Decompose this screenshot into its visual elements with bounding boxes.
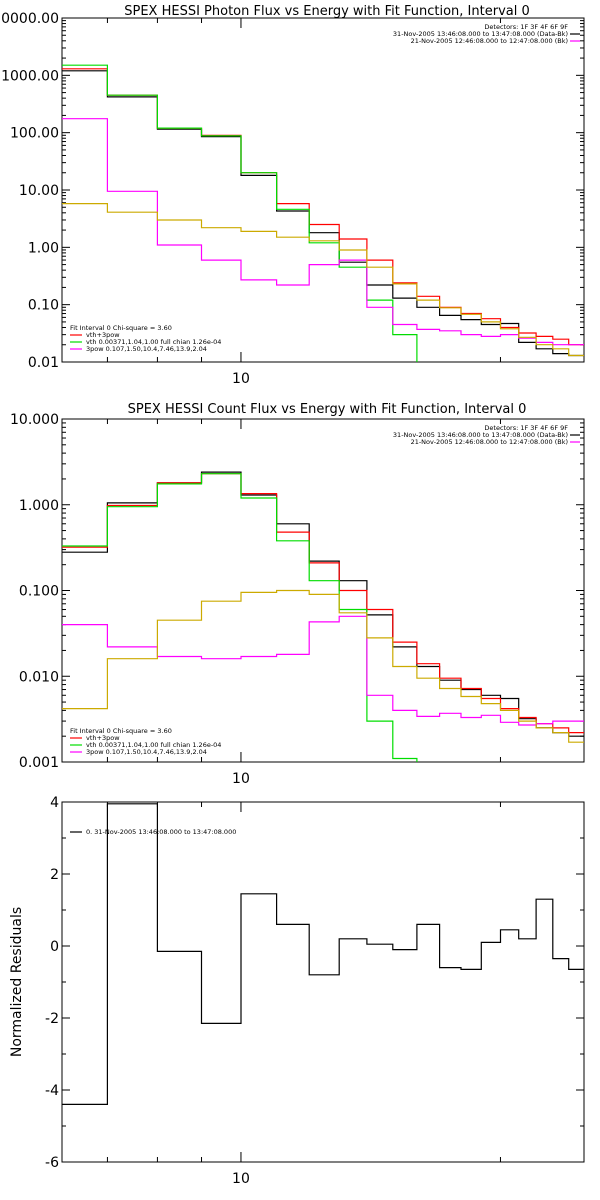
photon-y-tick-label: 1000.00: [1, 68, 59, 84]
residuals-y-tick-label: -4: [45, 1083, 59, 1099]
count-flux-title: SPEX HESSI Count Flux vs Energy with Fit…: [128, 402, 527, 417]
residuals-plot: 4 2 0 -2 -4 -6 10 0. 31-Nov-2005 13:46:08.000 t…: [45, 795, 584, 1187]
count-series-3-line: [62, 615, 584, 726]
photon-header-line: 31-Nov-2005 13:46:08.000 to 13:47:08.000…: [393, 30, 568, 38]
count-y-tick-label: 0.001: [19, 755, 59, 771]
residuals-y-tick-label: -2: [45, 1011, 59, 1027]
count-header-line: 21-Nov-2005 12:46:08.000 to 12:47:08.000…: [411, 438, 568, 446]
photon-y-tick-label: 10.00: [19, 183, 59, 199]
residuals-y-tick-label: 0: [50, 939, 59, 955]
photon-y-tick-label: 0.01: [28, 355, 59, 371]
photon-y-tick-label: 0.10: [28, 298, 59, 314]
residuals-y-tick-label: 4: [50, 795, 59, 811]
count-header-line: 31-Nov-2005 13:46:08.000 to 13:47:08.000…: [393, 431, 568, 439]
count-series-group: [62, 471, 584, 762]
count-y-tick-label: 10.000: [10, 412, 59, 428]
count-legend-entry: vth+3pow: [86, 734, 120, 742]
photon-legend-entry: vth 0.00371,1.04,1.00 full chian 1.26e-0…: [86, 338, 221, 346]
photon-legend-entry: 3pow 0.107,1.50,10.4,7.46,13.9,2.04: [86, 345, 207, 353]
count-x-tick-label: 10: [232, 771, 250, 787]
photon-y-tick-label: 1.00: [28, 240, 59, 256]
photon-x-tick-label: 10: [232, 371, 250, 387]
count-series-2-line: [62, 473, 441, 762]
residuals-x-tick-label: 10: [232, 1171, 250, 1187]
photon-series-0-line: [62, 70, 584, 357]
count-y-tick-label: 1.000: [19, 498, 59, 514]
photon-series-2-line: [62, 64, 441, 362]
count-header-line: Detectors: 1F 3F 4F 6F 9F: [484, 424, 568, 432]
photon-series-1-line: [62, 68, 584, 346]
count-legend-entry: vth 0.00371,1.04,1.00 full chian 1.26e-0…: [86, 741, 221, 749]
residuals-legend-entry: 0. 31-Nov-2005 13:46:08.000 to 13:47:08.…: [86, 828, 236, 836]
photon-header-line: Detectors: 1F 3F 4F 6F 9F: [484, 23, 568, 31]
photon-flux-plot: 10000.00 1000.00 100.00 10.00 1.00 0.10 0.01 10…: [0, 11, 584, 387]
count-series-1-line: [62, 473, 584, 734]
photon-series-3-line: [62, 118, 584, 346]
photon-y-tick-label: 10000.00: [0, 11, 59, 27]
count-y-tick-label: 0.010: [19, 669, 59, 685]
residuals-frame: [61, 801, 585, 1163]
count-legend-title: Fit Interval 0 Chi-square = 3.60: [70, 727, 172, 735]
photon-y-tick-label: 100.00: [10, 126, 59, 142]
residuals-series-0-line: [62, 803, 584, 1105]
residuals-y-axis-label: Normalized Residuals: [9, 907, 25, 1057]
count-series-4-line: [62, 589, 584, 743]
count-flux-plot: 10.000 1.000 0.100 0.010 0.001 10 Detectors: 1…: [10, 412, 584, 787]
photon-flux-frame: [61, 17, 585, 363]
photon-series-group: [62, 64, 584, 362]
residuals-series-group: [62, 803, 584, 1105]
photon-legend-title: Fit Interval 0 Chi-square = 3.60: [70, 324, 172, 332]
count-series-0-line: [62, 471, 584, 737]
photon-legend-entry: vth+3pow: [86, 331, 120, 339]
photon-header-line: 21-Nov-2005 12:46:08.000 to 12:47:08.000…: [411, 37, 568, 45]
count-legend-entry: 3pow 0.107,1.50,10.4,7.46,13.9,2.04: [86, 748, 207, 756]
residuals-y-tick-label: -6: [45, 1155, 59, 1171]
photon-series-4-line: [62, 203, 584, 357]
residuals-y-tick-label: 2: [50, 867, 59, 883]
count-y-tick-label: 0.100: [19, 584, 59, 600]
photon-flux-title: SPEX HESSI Photon Flux vs Energy with Fi…: [124, 4, 530, 19]
